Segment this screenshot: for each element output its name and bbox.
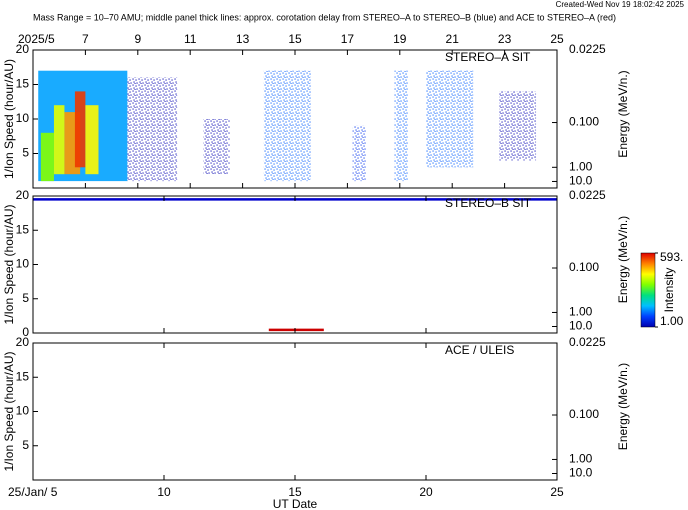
y-tick-label: 5 bbox=[22, 291, 29, 305]
x-tick-label: 11 bbox=[184, 32, 197, 46]
y2-tick-label: 0.100 bbox=[569, 115, 599, 129]
x-tick-label: 25 bbox=[550, 485, 564, 499]
x-tick-label: 10 bbox=[157, 485, 171, 499]
chart-title: Mass Range = 10–70 AMU; middle panel thi… bbox=[33, 12, 616, 22]
colorbar bbox=[640, 252, 656, 328]
y-tick-label: 5 bbox=[22, 438, 29, 452]
y2-tick-label: 10.0 bbox=[569, 319, 593, 333]
panel-title: STEREO–A SIT bbox=[445, 50, 531, 64]
y-tick-label: 20 bbox=[16, 42, 30, 56]
x-tick-label: 21 bbox=[446, 32, 460, 46]
y-tick-label: 10 bbox=[16, 257, 30, 271]
y2-tick-label: 1.00 bbox=[569, 305, 593, 319]
density-region bbox=[40, 132, 54, 182]
density-region bbox=[394, 70, 408, 182]
x-tick-label: 23 bbox=[498, 32, 512, 46]
x-tick-label: 17 bbox=[341, 32, 355, 46]
y-axis-label: 1/Ion Speed (hour/AU) bbox=[2, 351, 16, 471]
plot-area bbox=[38, 70, 537, 182]
x-tick-label: 7 bbox=[82, 32, 89, 46]
density-region bbox=[127, 77, 178, 182]
density-region bbox=[74, 91, 86, 168]
x-tick-label: 25 bbox=[550, 32, 564, 46]
colorbar-tick-label: 593. bbox=[660, 250, 683, 264]
y2-axis-label: Energy (MeV/n.) bbox=[616, 70, 630, 157]
y2-tick-label: 10.0 bbox=[569, 174, 593, 188]
y2-tick-label: 1.00 bbox=[569, 452, 593, 466]
density-region bbox=[499, 91, 537, 161]
y-tick-label: 20 bbox=[16, 188, 30, 202]
y2-tick-label: 0.0225 bbox=[569, 335, 606, 349]
y2-tick-label: 0.100 bbox=[569, 260, 599, 274]
y2-axis-label: Energy (MeV/n.) bbox=[616, 216, 630, 303]
density-region bbox=[352, 125, 366, 182]
y-axis-label: 1/Ion Speed (hour/AU) bbox=[2, 204, 16, 324]
x-tick-label: 15 bbox=[288, 485, 302, 499]
y2-tick-label: 0.100 bbox=[569, 407, 599, 421]
y2-tick-label: 10.0 bbox=[569, 466, 593, 480]
y-tick-label: 0 bbox=[22, 325, 29, 339]
y2-tick-label: 0.0225 bbox=[569, 42, 606, 56]
density-region bbox=[263, 70, 311, 182]
created-stamp: Created-Wed Nov 19 18:02:42 2025 bbox=[556, 0, 685, 9]
y-tick-label: 15 bbox=[16, 77, 30, 91]
panel-frame bbox=[32, 195, 558, 334]
y-tick-label: 15 bbox=[16, 369, 30, 383]
x-tick-label: 20 bbox=[419, 485, 433, 499]
panel-title: STEREO–B SIT bbox=[445, 196, 532, 210]
density-region bbox=[85, 105, 99, 175]
density-region bbox=[203, 119, 230, 175]
x-tick-label: 9 bbox=[134, 32, 141, 46]
x-axis-label: UT Date bbox=[273, 497, 318, 510]
x-tick-label: 19 bbox=[393, 32, 407, 46]
y-tick-label: 15 bbox=[16, 222, 30, 236]
y-tick-label: 10 bbox=[16, 111, 30, 125]
y-axis-label: 1/Ion Speed (hour/AU) bbox=[2, 59, 16, 179]
y2-tick-label: 0.0225 bbox=[569, 188, 606, 202]
x-tick-label: 25/Jan/ 5 bbox=[8, 485, 58, 499]
density-region bbox=[426, 70, 474, 168]
x-tick-label: 2025/5 bbox=[18, 32, 55, 46]
panel-title: ACE / ULEIS bbox=[445, 343, 514, 357]
x-tick-label: 15 bbox=[288, 32, 302, 46]
y-tick-label: 10 bbox=[16, 404, 30, 418]
colorbar-label: Intensity bbox=[662, 268, 676, 313]
panel: 2025/5 7 9 11 13 15 17 19 21 23 25 5 10 15 20 0.0225 0.1… bbox=[2, 32, 630, 189]
x-tick-label: 13 bbox=[236, 32, 250, 46]
colorbar-tick-label: 1.00 bbox=[660, 314, 684, 328]
y-tick-label: 20 bbox=[16, 335, 30, 349]
y2-axis-label: Energy (MeV/n.) bbox=[616, 363, 630, 450]
y-tick-label: 5 bbox=[22, 146, 29, 160]
density-region bbox=[53, 105, 65, 175]
panel-frame bbox=[32, 342, 558, 481]
y2-tick-label: 1.00 bbox=[569, 159, 593, 173]
